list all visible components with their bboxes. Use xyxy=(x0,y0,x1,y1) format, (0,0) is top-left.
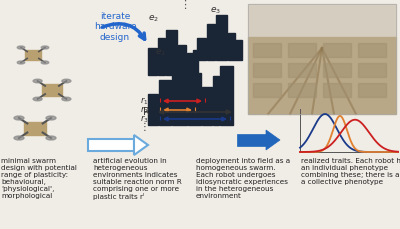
Ellipse shape xyxy=(46,136,56,140)
Bar xyxy=(237,134,266,146)
Text: realized traits. Each robot has
an individual phenotype
combining these; there i: realized traits. Each robot has an indiv… xyxy=(301,158,400,185)
Bar xyxy=(220,65,233,125)
Ellipse shape xyxy=(46,116,56,120)
Bar xyxy=(148,93,158,125)
Text: $e_1$: $e_1$ xyxy=(155,48,166,58)
Text: minimal swarm
design with potential
range of plasticity:
behavioural,
'physiolog: minimal swarm design with potential rang… xyxy=(1,158,77,199)
Bar xyxy=(207,24,215,60)
Bar xyxy=(187,52,193,75)
Ellipse shape xyxy=(33,97,42,101)
Text: deployment into field as a
homogeneous swarm.
Each robot undergoes
idiosyncratic: deployment into field as a homogeneous s… xyxy=(196,158,290,199)
Text: $r_1$: $r_1$ xyxy=(140,95,148,107)
Bar xyxy=(148,47,157,75)
Bar xyxy=(235,40,242,60)
Bar xyxy=(323,43,351,57)
Text: artificial evolution in
heterogeneous
environments indicates
suitable reaction n: artificial evolution in heterogeneous en… xyxy=(93,158,182,200)
Bar xyxy=(197,38,206,60)
Bar xyxy=(188,73,201,125)
Ellipse shape xyxy=(62,79,71,83)
Bar xyxy=(248,4,396,37)
Bar xyxy=(288,63,316,76)
Bar xyxy=(178,45,186,75)
Bar xyxy=(213,76,219,125)
Bar xyxy=(358,43,386,57)
Bar xyxy=(193,50,198,75)
Bar xyxy=(172,62,187,125)
Bar xyxy=(25,50,41,60)
Bar xyxy=(253,43,281,57)
Bar xyxy=(42,84,62,96)
Bar xyxy=(288,43,316,57)
Text: R: R xyxy=(143,107,150,117)
Ellipse shape xyxy=(14,136,24,140)
Text: $e_2$: $e_2$ xyxy=(148,13,159,24)
Polygon shape xyxy=(266,130,280,150)
Bar xyxy=(24,122,46,134)
Polygon shape xyxy=(134,135,148,155)
Text: ⋮: ⋮ xyxy=(180,0,190,10)
Bar xyxy=(202,87,212,125)
Bar xyxy=(358,82,386,96)
Ellipse shape xyxy=(41,46,49,49)
Text: $r_2$: $r_2$ xyxy=(140,104,148,116)
Ellipse shape xyxy=(17,61,25,64)
Ellipse shape xyxy=(41,61,49,64)
Bar xyxy=(323,63,351,76)
Bar xyxy=(253,63,281,76)
Bar xyxy=(158,38,165,75)
Text: $e_3$: $e_3$ xyxy=(210,5,221,16)
Ellipse shape xyxy=(17,46,25,49)
Text: ⋮: ⋮ xyxy=(140,122,150,132)
Bar xyxy=(159,79,171,125)
Bar xyxy=(166,30,177,75)
Bar xyxy=(248,37,396,114)
Bar xyxy=(253,82,281,96)
Bar xyxy=(88,139,134,151)
Ellipse shape xyxy=(33,79,42,83)
Bar xyxy=(323,82,351,96)
Bar xyxy=(228,33,235,60)
Ellipse shape xyxy=(62,97,71,101)
Bar xyxy=(248,4,396,114)
Text: iterate
hardware
design: iterate hardware design xyxy=(94,12,136,42)
Ellipse shape xyxy=(14,116,24,120)
Bar xyxy=(216,15,227,60)
Bar xyxy=(358,63,386,76)
Text: $r_3$: $r_3$ xyxy=(140,113,149,125)
Bar xyxy=(288,82,316,96)
